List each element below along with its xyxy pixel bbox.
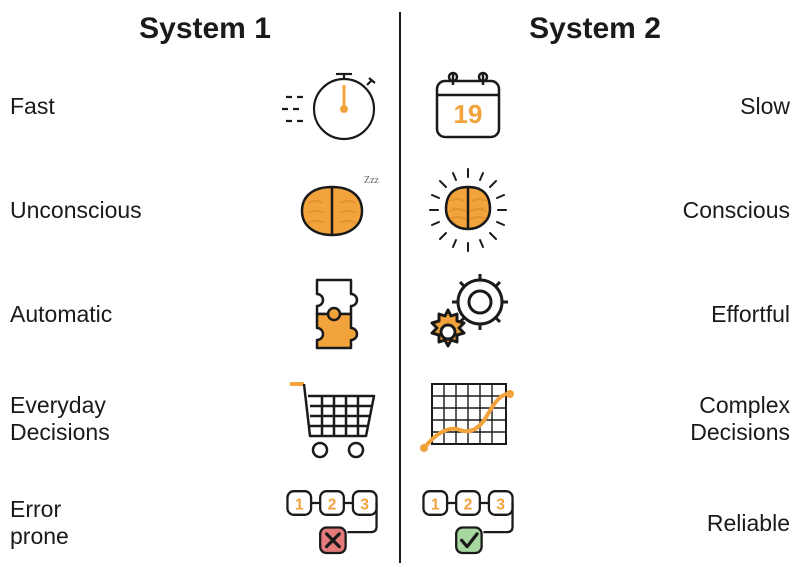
row-fast: Fast — [10, 54, 400, 158]
step-1-number: 1 — [295, 496, 304, 513]
step-1-number-b: 1 — [431, 496, 440, 513]
step-2-number-b: 2 — [464, 496, 473, 513]
steps-error-icon: 1 2 3 — [282, 478, 382, 568]
row-unconscious: Unconscious Zzz — [10, 158, 400, 262]
label-conscious: Conscious — [683, 197, 790, 223]
label-complex: ComplexDecisions — [690, 392, 790, 445]
row-error: Errorprone 1 2 3 — [10, 471, 400, 575]
row-effortful: Effortful — [400, 262, 790, 366]
system1-title: System 1 — [10, 0, 400, 54]
brain-sleep-icon: Zzz — [282, 165, 382, 255]
label-fast: Fast — [10, 93, 55, 119]
step-3-number-b: 3 — [496, 496, 505, 513]
row-conscious: Conscious — [400, 158, 790, 262]
brain-awake-icon — [418, 165, 518, 255]
row-slow: 19 Slow — [400, 54, 790, 158]
label-unconscious: Unconscious — [10, 197, 142, 223]
puzzle-icon — [282, 270, 382, 360]
svg-text:Zzz: Zzz — [364, 175, 380, 186]
row-everyday: EverydayDecisions — [10, 367, 400, 471]
label-automatic: Automatic — [10, 301, 112, 327]
label-everyday: EverydayDecisions — [10, 392, 110, 445]
center-divider — [399, 12, 401, 563]
system2-column: System 2 19 Slow — [400, 0, 800, 575]
label-slow: Slow — [740, 93, 790, 119]
system1-column: System 1 Fast — [0, 0, 400, 575]
label-effortful: Effortful — [711, 301, 790, 327]
diagram-container: System 1 Fast — [0, 0, 800, 575]
label-reliable: Reliable — [707, 510, 790, 536]
gears-icon — [418, 270, 518, 360]
stopwatch-icon — [282, 61, 382, 151]
row-automatic: Automatic — [10, 262, 400, 366]
cart-icon — [282, 374, 382, 464]
step-3-number: 3 — [360, 496, 369, 513]
row-complex: ComplexDecisions — [400, 367, 790, 471]
calendar-day: 19 — [454, 99, 483, 129]
calendar-icon: 19 — [418, 61, 518, 151]
system2-title: System 2 — [400, 0, 790, 54]
step-2-number: 2 — [328, 496, 337, 513]
label-error: Errorprone — [10, 496, 69, 549]
chart-icon — [418, 374, 518, 464]
row-reliable: 1 2 3 Reliable — [400, 471, 790, 575]
steps-ok-icon: 1 2 3 — [418, 478, 518, 568]
